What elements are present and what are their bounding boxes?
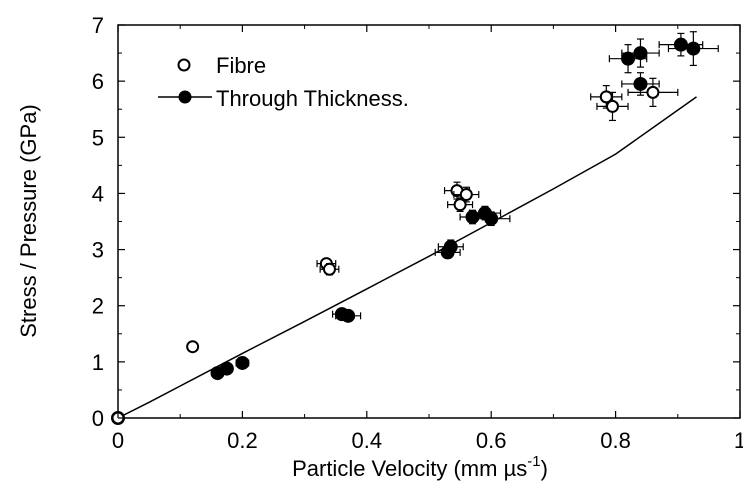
- x-tick-label: 0.8: [600, 428, 631, 453]
- x-axis-label-close: ): [541, 456, 548, 481]
- x-tick-label: 0.2: [227, 428, 258, 453]
- through-thickness-marker: [673, 37, 688, 52]
- y-tick-label: 7: [92, 13, 104, 38]
- fibre-marker: [646, 85, 660, 99]
- fibre-marker: [605, 99, 619, 113]
- fibre-marker: [459, 188, 473, 202]
- y-tick-label: 2: [92, 294, 104, 319]
- through-thickness-point: [219, 361, 234, 376]
- through-thickness-point: [667, 31, 719, 67]
- y-axis-label: Stress / Pressure (GPa): [16, 104, 41, 338]
- fibre-marker: [186, 340, 200, 354]
- through-thickness-point: [335, 308, 362, 323]
- through-thickness-marker: [484, 211, 499, 226]
- through-thickness-marker: [633, 76, 648, 91]
- through-thickness-marker: [235, 355, 250, 370]
- x-axis-label-superscript: -1: [527, 453, 540, 470]
- x-axis-label-main: Particle Velocity (mm µs: [292, 456, 527, 481]
- y-tick-label: 1: [92, 350, 104, 375]
- y-tick-label: 5: [92, 125, 104, 150]
- through-thickness-marker: [633, 46, 648, 61]
- through-thickness-line: [117, 96, 697, 419]
- legend-symbol-fibre: [177, 58, 191, 72]
- legend-symbol-through-thickness: [178, 90, 192, 104]
- x-tick-label: 0.4: [352, 428, 383, 453]
- through-thickness-marker: [219, 361, 234, 376]
- through-thickness-marker: [686, 41, 701, 56]
- fibre-marker: [453, 198, 467, 212]
- legend: Fibre Through Thickness.: [158, 53, 409, 111]
- fibre-point: [627, 77, 679, 108]
- x-axis-label: Particle Velocity (mm µs-1): [292, 453, 548, 481]
- fibre-marker: [322, 262, 336, 276]
- through-thickness-point: [437, 239, 464, 255]
- y-tick-label: 0: [92, 406, 104, 431]
- legend-label-fibre: Fibre: [216, 53, 266, 78]
- x-tick-label: 1: [734, 428, 743, 453]
- legend-label-through-thickness: Through Thickness.: [216, 86, 409, 111]
- through-thickness-point: [621, 72, 660, 96]
- x-tick-label: 0: [112, 428, 124, 453]
- through-thickness-point: [621, 38, 660, 68]
- data-points-layer: [111, 31, 719, 425]
- through-thickness-point: [235, 355, 250, 370]
- fit-line-layer: [117, 96, 697, 419]
- y-tick-label: 6: [92, 69, 104, 94]
- axis-ticks: 0 0.2 0.4 0.6 0.8 1 0 1 2 3 4 5 6 7: [92, 13, 743, 453]
- fibre-point: [447, 197, 474, 212]
- through-thickness-point: [471, 211, 511, 227]
- fibre-point: [319, 262, 340, 276]
- x-tick-label: 0.6: [476, 428, 507, 453]
- through-thickness-marker: [341, 308, 356, 323]
- fibre-point: [186, 340, 200, 354]
- through-thickness-marker: [621, 51, 636, 66]
- y-tick-label: 4: [92, 181, 104, 206]
- fibre-point: [596, 91, 629, 122]
- fibre-marker: [599, 90, 613, 104]
- y-tick-label: 3: [92, 238, 104, 263]
- through-thickness-marker: [443, 239, 458, 254]
